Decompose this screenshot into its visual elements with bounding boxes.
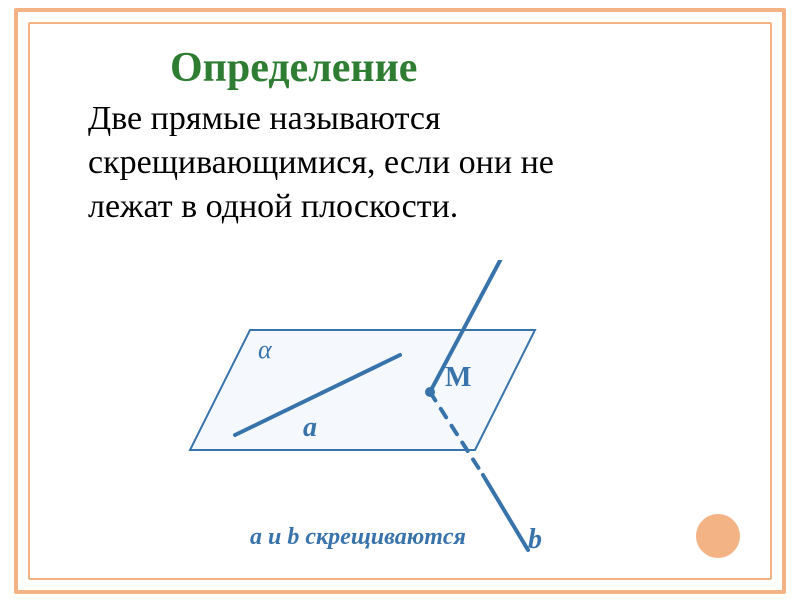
label-alpha: α xyxy=(258,335,273,364)
diagram-caption: a и b скрещиваются xyxy=(250,524,466,551)
point-m xyxy=(425,387,435,397)
corner-accent-dot xyxy=(696,514,740,558)
line-b-below-plane xyxy=(483,475,528,550)
label-m: M xyxy=(445,362,471,393)
slide-title: Определение xyxy=(170,44,417,92)
label-b: b xyxy=(528,524,542,555)
label-a: a xyxy=(303,412,317,443)
definition-line-3: лежат в одной плоскости. xyxy=(88,188,458,226)
definition-line-2: скрещивающимися, если они не xyxy=(88,144,554,182)
definition-line-1: Две прямые называются xyxy=(88,100,441,138)
